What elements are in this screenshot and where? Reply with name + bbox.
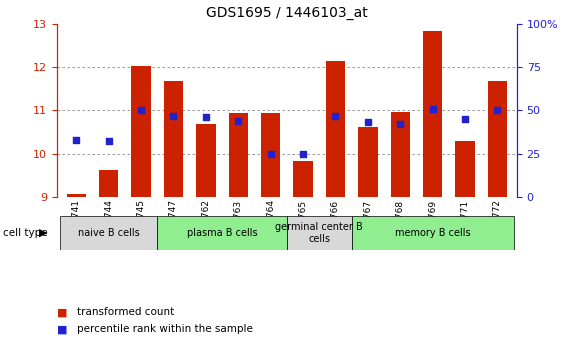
Bar: [99, 170, 118, 197]
Text: memory B cells: memory B cells: [395, 228, 470, 238]
Bar: [66, 194, 86, 197]
Point: [104, 139, 113, 144]
Bar: [391, 112, 410, 197]
Point: [493, 108, 502, 113]
Point: [72, 137, 81, 142]
Bar: [196, 124, 216, 197]
Point: [331, 113, 340, 118]
Text: ■: ■: [57, 307, 67, 317]
Bar: [287, 216, 352, 250]
Bar: [488, 81, 507, 197]
Text: naive B cells: naive B cells: [78, 228, 140, 238]
Point: [299, 151, 308, 156]
Point: [201, 115, 210, 120]
Text: ▶: ▶: [39, 228, 47, 238]
Bar: [325, 61, 345, 197]
Text: percentile rank within the sample: percentile rank within the sample: [77, 325, 253, 334]
Bar: [157, 216, 287, 250]
Bar: [358, 127, 378, 197]
Text: cell type: cell type: [3, 228, 48, 238]
Point: [266, 151, 275, 156]
Point: [233, 118, 243, 124]
Point: [136, 108, 145, 113]
Bar: [293, 161, 313, 197]
Bar: [352, 216, 513, 250]
Bar: [131, 66, 151, 197]
Text: transformed count: transformed count: [77, 307, 174, 317]
Bar: [228, 112, 248, 197]
Point: [364, 120, 373, 125]
Title: GDS1695 / 1446103_at: GDS1695 / 1446103_at: [206, 6, 367, 20]
Bar: [164, 81, 183, 197]
Bar: [423, 31, 442, 197]
Bar: [261, 112, 281, 197]
Text: ■: ■: [57, 325, 67, 334]
Text: plasma B cells: plasma B cells: [187, 228, 257, 238]
Point: [428, 106, 437, 111]
Point: [461, 116, 470, 122]
Bar: [456, 141, 475, 197]
Bar: [60, 216, 157, 250]
Point: [169, 113, 178, 118]
Text: germinal center B
cells: germinal center B cells: [275, 222, 363, 244]
Point: [396, 121, 405, 127]
